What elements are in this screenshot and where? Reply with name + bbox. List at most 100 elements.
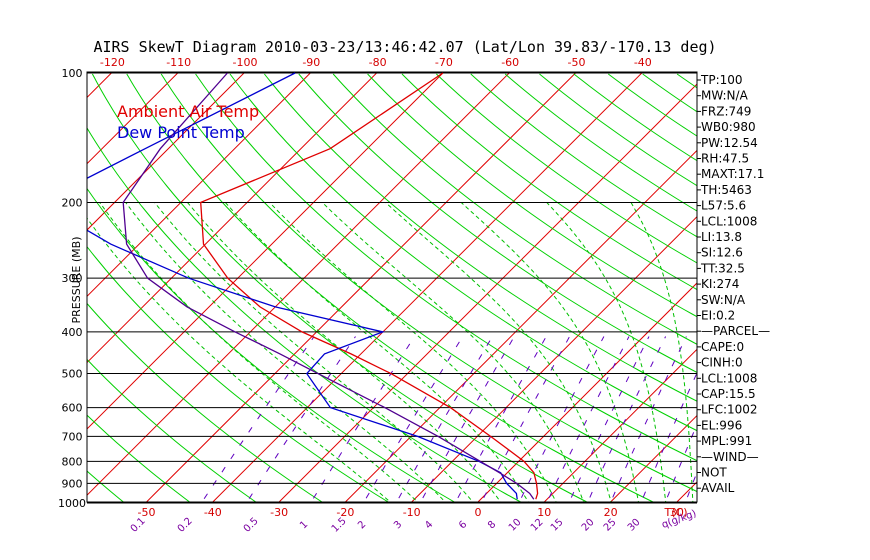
dry-adiabat-line <box>367 73 697 318</box>
mixing-ratio-tick: 15 <box>549 517 566 534</box>
mixing-ratio-tick: 4 <box>423 519 435 531</box>
dry-adiabat-line <box>436 73 697 264</box>
index-item: NOT <box>701 466 727 480</box>
isotherm-line <box>477 282 697 502</box>
top-temperature-tick: -50 <box>568 56 586 69</box>
pressure-tick-label: 300 <box>62 272 83 285</box>
index-item: EL:996 <box>701 418 742 432</box>
mixing-ratio-tick: 12 <box>529 517 546 534</box>
bottom-temperature-tick: -50 <box>138 506 156 519</box>
dry-adiabat-line <box>0 74 57 502</box>
index-item: TH:5463 <box>700 183 752 197</box>
mixing-ratio-line <box>480 336 571 502</box>
isotherm-line <box>345 149 697 502</box>
pressure-tick-label: 600 <box>62 402 83 415</box>
legend-dew-point-temp: Dew Point Temp <box>117 123 245 142</box>
dry-adiabat-line <box>229 73 697 432</box>
dry-adiabat-line <box>87 358 257 502</box>
mixing-ratio-line <box>685 470 697 502</box>
mixing-ratio-line <box>640 371 697 502</box>
dry-adiabat-line <box>332 73 697 345</box>
isotherm-line <box>610 414 697 502</box>
dry-adiabat-line <box>298 73 697 374</box>
dry-adiabat-line <box>195 73 697 462</box>
mixing-ratio-tick: 0.2 <box>176 516 195 535</box>
top-temperature-tick: -60 <box>501 56 519 69</box>
index-item: MW:N/A <box>701 89 749 103</box>
mixing-ratio-tick: 3 <box>392 519 404 531</box>
index-item: MPL:991 <box>701 434 752 448</box>
background-lines <box>0 72 870 502</box>
mixing-ratio-line <box>587 336 667 502</box>
moist-adiabat-line <box>154 202 474 502</box>
dry-adiabat-line <box>91 73 588 502</box>
index-item: LCL:1008 <box>701 371 757 385</box>
dew-point-temp-line <box>87 72 518 500</box>
index-item: LCL:1008 <box>701 214 757 228</box>
isotherm-line <box>87 72 180 165</box>
isotherm-line <box>87 72 113 99</box>
index-item: MAXT:17.1 <box>701 167 764 181</box>
plot-frame <box>86 71 698 503</box>
top-temperature-tick: -110 <box>166 56 191 69</box>
ambient-air-temp-line <box>200 72 539 500</box>
index-item: WB0:980 <box>701 120 756 134</box>
moist-adiabat-line <box>546 202 667 502</box>
isotherm-line <box>87 72 312 298</box>
profile-lines <box>87 72 539 500</box>
dry-adiabat-line <box>470 73 697 238</box>
dry-adiabat-line <box>87 245 389 502</box>
bottom-temperature-tick: 30 <box>670 506 684 519</box>
pressure-tick-label: 1000 <box>58 497 86 510</box>
dry-adiabat-line <box>160 73 697 493</box>
moist-adiabat-line <box>385 202 612 502</box>
mixing-ratio-tick: 25 <box>602 517 619 534</box>
moist-adiabat-line <box>269 202 557 502</box>
mixing-ratio-line <box>546 336 630 502</box>
index-item: TT:32.5 <box>700 261 745 275</box>
isotherm-line <box>0 72 46 502</box>
moist-adiabat-line <box>125 202 446 502</box>
bottom-temperature-tick: -40 <box>204 506 222 519</box>
mixing-ratio-line <box>246 336 356 502</box>
mixing-ratio-line <box>664 423 697 502</box>
top-temperature-tick: -70 <box>435 56 453 69</box>
mixing-ratio-tick: 8 <box>486 519 498 531</box>
mixing-ratio-tick: 20 <box>580 517 597 534</box>
pressure-tick-label: 500 <box>62 368 83 381</box>
bottom-temperature-tick: -20 <box>336 506 354 519</box>
isotherm-line <box>87 72 378 364</box>
dry-adiabat-line <box>539 73 697 187</box>
mixing-ratio-tick: 0.5 <box>242 516 261 535</box>
isotherm-line <box>212 72 644 502</box>
index-item: L57:5.6 <box>701 199 746 213</box>
dry-adiabat-line <box>87 302 323 502</box>
isotherm-line <box>543 348 697 502</box>
pressure-tick-label: 700 <box>62 430 83 443</box>
y-axis-label: PRESSURE (MB) <box>70 237 83 324</box>
index-item: CAP:15.5 <box>701 387 756 401</box>
isotherm-line <box>87 72 511 496</box>
moist-adiabat-line <box>87 217 392 502</box>
dry-adiabat-line <box>401 73 697 291</box>
isotherm-line <box>87 72 445 430</box>
moist-adiabat-line <box>321 202 585 502</box>
moist-adiabat-line <box>187 202 502 502</box>
mixing-ratio-tick: 2 <box>356 519 368 531</box>
pressure-tick-label: 900 <box>62 477 83 490</box>
legend-ambient-air-temp: Ambient Air Temp <box>117 102 259 121</box>
pressure-tick-label: 400 <box>62 326 83 339</box>
mixing-ratio-line <box>568 336 650 502</box>
index-item: AVAIL <box>701 481 735 495</box>
isotherm-line <box>743 72 870 502</box>
index-item: PW:12.54 <box>701 136 758 150</box>
mixing-ratio-line <box>310 336 415 502</box>
dry-adiabat-line <box>87 414 190 502</box>
mixing-ratio-tick: 6 <box>457 519 469 531</box>
index-item: LI:13.8 <box>701 230 742 244</box>
isotherm-line <box>810 72 870 502</box>
dry-adiabat-line <box>504 73 697 212</box>
isotherm-line <box>146 72 577 502</box>
